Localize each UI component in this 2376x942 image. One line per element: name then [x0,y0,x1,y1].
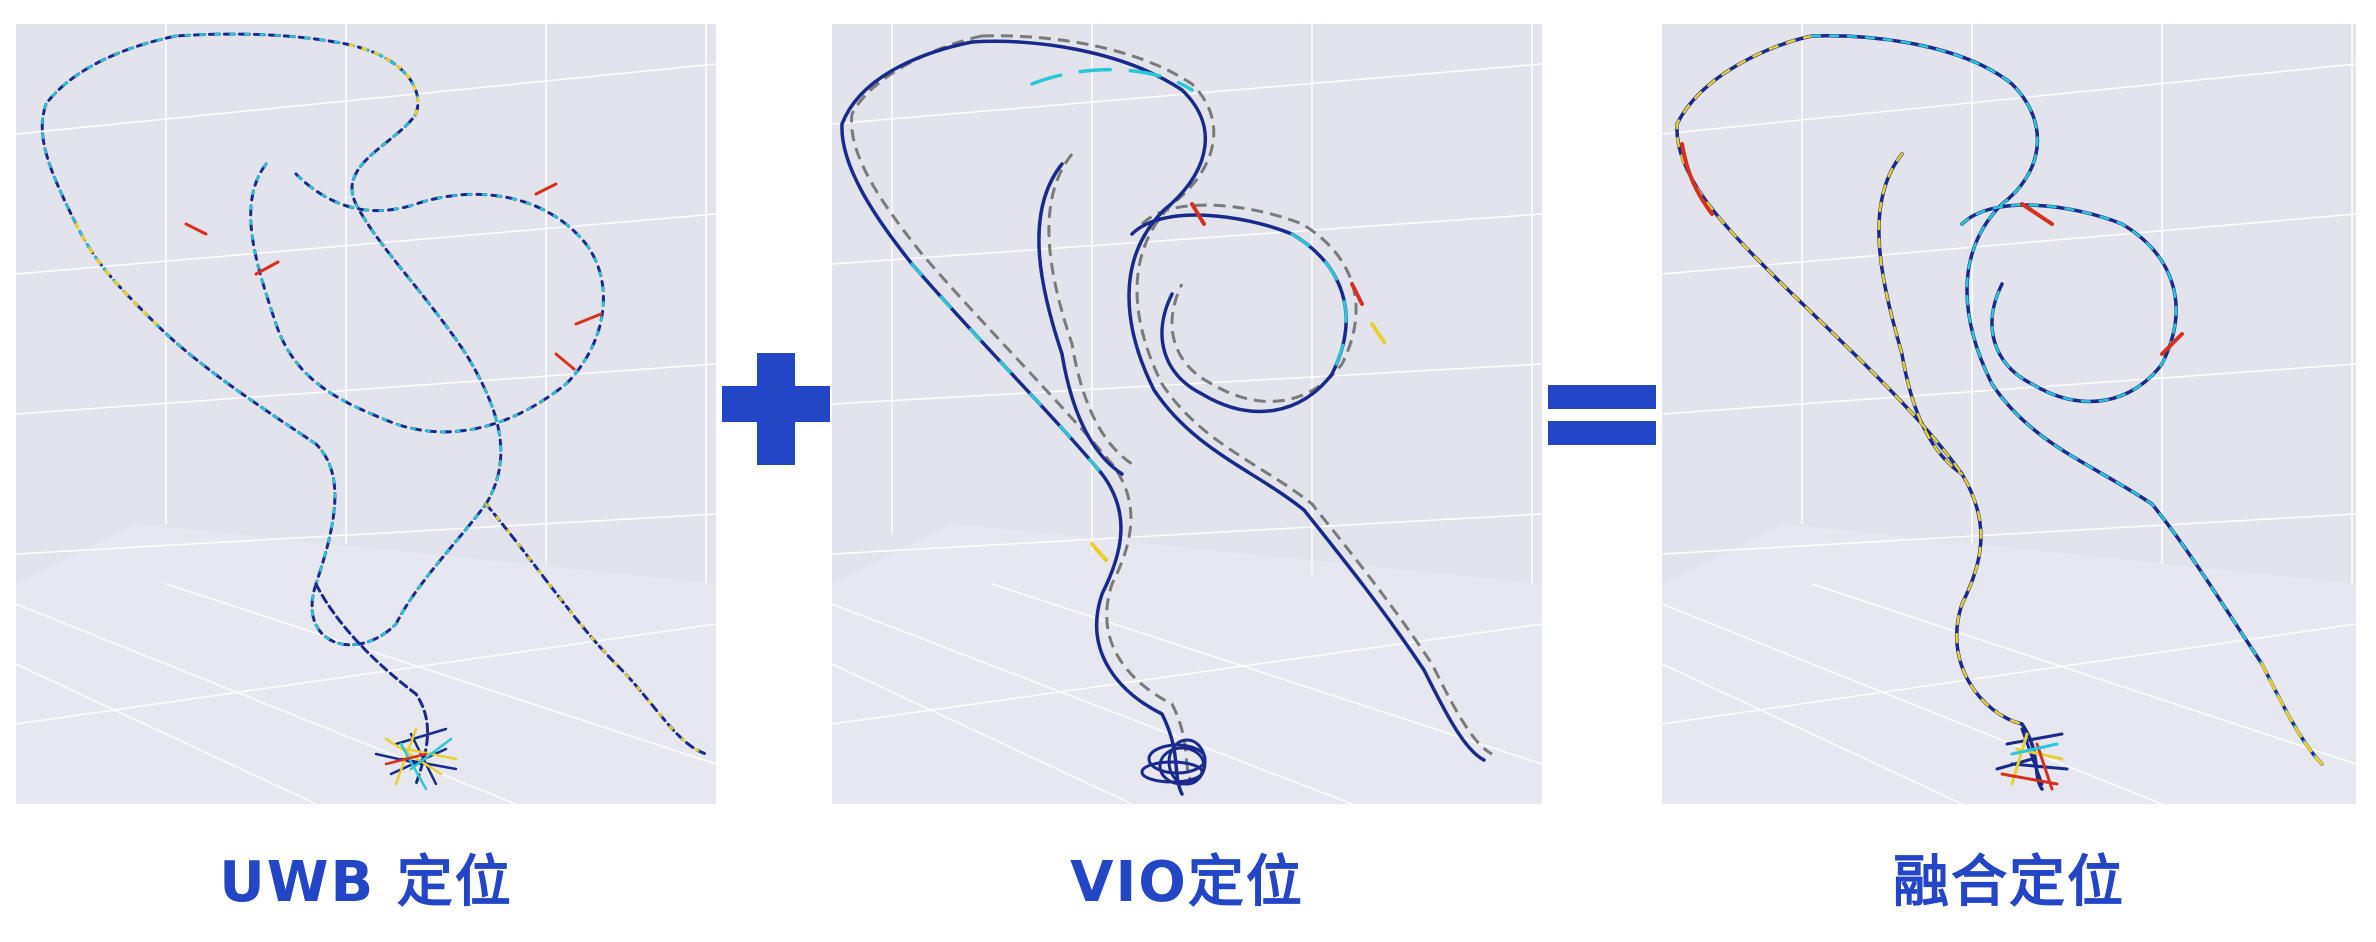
equals-operator-bottom [1548,421,1656,445]
uwb-caption: UWB 定位 [219,850,513,915]
vio-trajectory-plot [832,24,1542,804]
uwb-trajectory-plot [16,24,716,804]
vio-ground-truth [850,34,1493,785]
fusion-start-cluster [1995,727,2069,791]
vio-start-cluster [1140,738,1207,786]
equals-operator-top [1548,385,1656,409]
fusion-trajectory-plot [1662,24,2356,804]
plus-operator-vertical [757,353,795,465]
fusion-trajectory [1675,34,2324,791]
plot-grid [832,24,1542,804]
uwb-trajectory [40,32,708,791]
vio-plot-canvas [832,24,1542,804]
plot-grid [1662,24,2356,804]
fusion-plot-canvas [1662,24,2356,804]
uwb-plot-canvas [16,24,716,804]
vio-trajectory [840,39,1486,796]
uwb-start-cluster [374,727,458,791]
fusion-caption: 融合定位 [1893,850,2125,915]
plot-grid [16,24,716,804]
vio-caption: VIO定位 [1070,850,1304,915]
